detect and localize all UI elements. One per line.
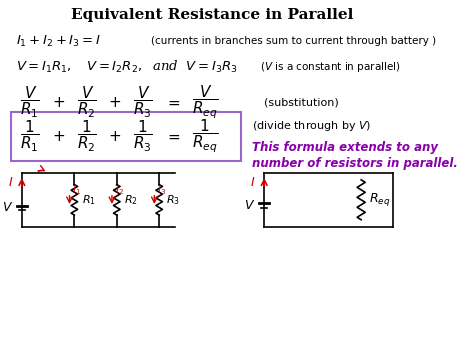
FancyBboxPatch shape — [11, 112, 241, 161]
Text: Equivalent Resistance in Parallel: Equivalent Resistance in Parallel — [71, 9, 353, 22]
Text: $V$: $V$ — [244, 199, 255, 212]
Text: $I_2$: $I_2$ — [115, 184, 124, 197]
Text: $\dfrac{1}{R_{eq}}$: $\dfrac{1}{R_{eq}}$ — [192, 118, 219, 155]
Text: ($V$ is a constant in parallel): ($V$ is a constant in parallel) — [260, 60, 401, 74]
Text: number of resistors in parallel.: number of resistors in parallel. — [252, 157, 458, 170]
Text: $\dfrac{V}{R_3}$: $\dfrac{V}{R_3}$ — [133, 84, 153, 120]
Text: $+$: $+$ — [108, 129, 121, 144]
Text: $R_2$: $R_2$ — [124, 193, 138, 207]
Text: $R_{eq}$: $R_{eq}$ — [369, 191, 391, 208]
Text: $I$: $I$ — [8, 176, 13, 189]
Text: $R_1$: $R_1$ — [82, 193, 96, 207]
Text: $=$: $=$ — [165, 95, 182, 110]
Text: This formula extends to any: This formula extends to any — [252, 141, 438, 154]
Text: (currents in branches sum to current through battery ): (currents in branches sum to current thr… — [151, 36, 436, 46]
Text: $I_1 + I_2 + I_3 = I$: $I_1 + I_2 + I_3 = I$ — [16, 34, 100, 49]
Text: $+$: $+$ — [52, 129, 65, 144]
Text: $=$: $=$ — [165, 129, 182, 144]
Text: $R_3$: $R_3$ — [166, 193, 181, 207]
Text: $\dfrac{V}{R_{eq}}$: $\dfrac{V}{R_{eq}}$ — [192, 84, 219, 121]
Text: (substitution): (substitution) — [264, 97, 339, 107]
Text: $+$: $+$ — [52, 95, 65, 110]
Text: $I_1$: $I_1$ — [73, 184, 82, 197]
Text: (divide through by $V$): (divide through by $V$) — [252, 119, 372, 133]
Text: $\dfrac{V}{R_2}$: $\dfrac{V}{R_2}$ — [77, 84, 96, 120]
Text: $\dfrac{1}{R_1}$: $\dfrac{1}{R_1}$ — [20, 119, 40, 154]
Text: $\dfrac{1}{R_2}$: $\dfrac{1}{R_2}$ — [77, 119, 96, 154]
Text: $\dfrac{1}{R_3}$: $\dfrac{1}{R_3}$ — [133, 119, 153, 154]
Text: $+$: $+$ — [108, 95, 121, 110]
Text: $I$: $I$ — [250, 176, 255, 189]
Text: $V = I_1 R_1,$   $V = I_2 R_2,$  and  $V = I_3 R_3$: $V = I_1 R_1,$ $V = I_2 R_2,$ and $V = I… — [16, 59, 237, 75]
Text: $V$: $V$ — [2, 201, 13, 214]
Text: $I_3$: $I_3$ — [157, 184, 166, 197]
Text: $\dfrac{V}{R_1}$: $\dfrac{V}{R_1}$ — [20, 84, 40, 120]
